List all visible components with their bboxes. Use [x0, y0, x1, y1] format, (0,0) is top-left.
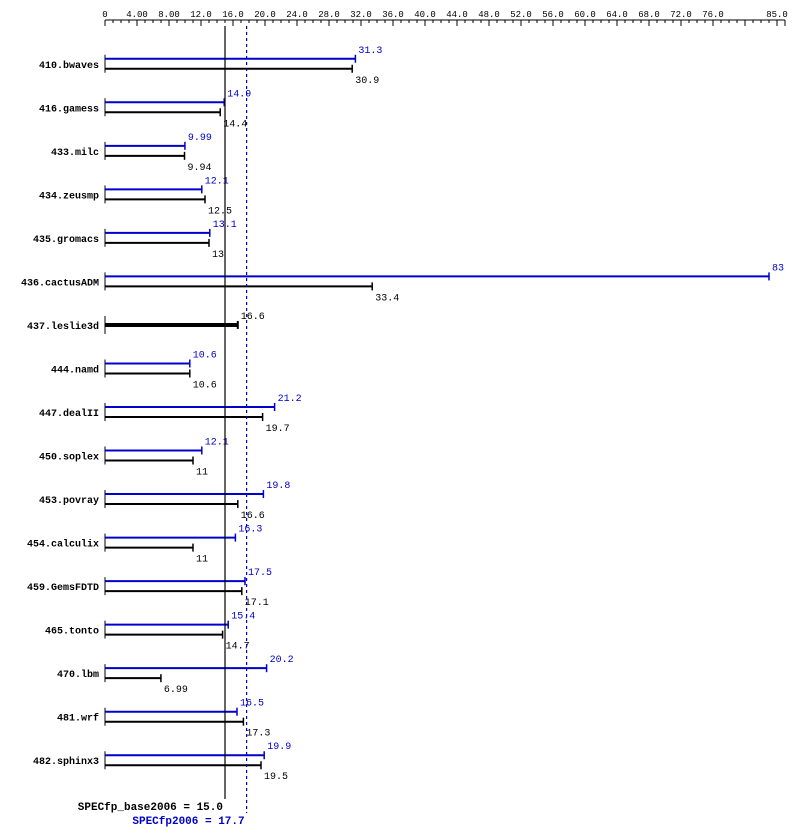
x-tick-label: 16.0 — [222, 10, 244, 20]
benchmark-label: 435.gromacs — [33, 235, 99, 246]
x-tick-label: 44.0 — [446, 10, 468, 20]
base-value: 6.99 — [164, 685, 188, 696]
benchmark-label: 433.milc — [51, 147, 99, 159]
peak-value: 16.5 — [240, 699, 264, 710]
benchmark-label: 416.gamess — [39, 104, 99, 115]
peak-value: 20.2 — [270, 655, 294, 666]
benchmark-label: 454.calculix — [27, 539, 99, 551]
x-tick-label: 60.0 — [574, 10, 596, 20]
base-value: 33.4 — [375, 293, 399, 304]
x-tick-label: 0 — [102, 10, 107, 20]
peak-value: 21.2 — [278, 394, 302, 405]
base-value: 16.6 — [241, 511, 265, 522]
benchmark-label: 459.GemsFDTD — [27, 583, 99, 594]
benchmark-label: 470.lbm — [57, 669, 99, 681]
base-value: 11 — [196, 555, 208, 566]
x-tick-label: 12.0 — [190, 10, 212, 20]
reference-label: SPECfp2006 = 17.7 — [132, 816, 244, 828]
reference-label: SPECfp_base2006 = 15.0 — [78, 802, 223, 814]
benchmark-label: 410.bwaves — [39, 60, 99, 72]
peak-value: 83 — [772, 263, 784, 274]
x-tick-label: 48.0 — [478, 10, 500, 20]
x-tick-label: 20.0 — [254, 10, 276, 20]
benchmark-label: 436.cactusADM — [21, 278, 99, 289]
base-value: 19.7 — [266, 424, 290, 435]
base-value: 12.5 — [208, 206, 232, 217]
x-tick-label: 64.0 — [606, 10, 628, 20]
x-tick-label: 8.00 — [158, 10, 180, 20]
peak-value: 10.6 — [193, 350, 217, 361]
benchmark-label: 465.tonto — [45, 627, 99, 638]
benchmark-label: 434.zeusmp — [39, 191, 99, 202]
base-value: 14.4 — [223, 119, 247, 130]
base-value: 19.5 — [264, 772, 288, 783]
base-value: 30.9 — [355, 76, 379, 87]
peak-value: 14.9 — [227, 89, 251, 100]
peak-value: 16.3 — [238, 525, 262, 536]
x-tick-label: 52.0 — [510, 10, 532, 20]
peak-value: 19.8 — [266, 481, 290, 492]
x-tick-label: 36.0 — [382, 10, 404, 20]
peak-value: 9.99 — [188, 133, 212, 144]
peak-value: 17.5 — [248, 568, 272, 579]
base-value: 10.6 — [193, 380, 217, 391]
benchmark-label: 450.soplex — [39, 452, 99, 464]
benchmark-label: 447.dealII — [39, 408, 99, 420]
x-tick-label: 32.0 — [350, 10, 372, 20]
peak-value: 15.4 — [231, 612, 255, 623]
benchmark-label: 437.leslie3d — [27, 321, 99, 333]
x-tick-label: 76.0 — [702, 10, 724, 20]
x-tick-label: 72.0 — [670, 10, 692, 20]
x-tick-label: 56.0 — [542, 10, 564, 20]
x-tick-label: 4.00 — [126, 10, 148, 20]
benchmark-label: 453.povray — [39, 496, 99, 507]
benchmark-label: 481.wrf — [57, 713, 99, 725]
base-value: 16.6 — [241, 312, 265, 323]
base-value: 9.94 — [188, 163, 212, 174]
base-value: 17.1 — [245, 598, 269, 609]
base-value: 11 — [196, 468, 208, 479]
peak-value: 31.3 — [358, 46, 382, 57]
base-value: 17.3 — [246, 729, 270, 740]
x-tick-label: 28.0 — [318, 10, 340, 20]
specfp-chart: 0 4.00 8.00 12.0 16.0 20.0 24.0 28.0 32.0 36.0 40.… — [0, 0, 799, 831]
peak-value: 19.9 — [267, 742, 291, 753]
x-tick-label: 85.0 — [766, 10, 788, 20]
benchmark-label: 482.sphinx3 — [33, 756, 99, 768]
x-tick-label: 40.0 — [414, 10, 436, 20]
base-value: 13 — [212, 250, 224, 261]
x-tick-label: 68.0 — [638, 10, 660, 20]
benchmark-label: 444.namd — [51, 364, 99, 376]
x-tick-label: 24.0 — [286, 10, 308, 20]
